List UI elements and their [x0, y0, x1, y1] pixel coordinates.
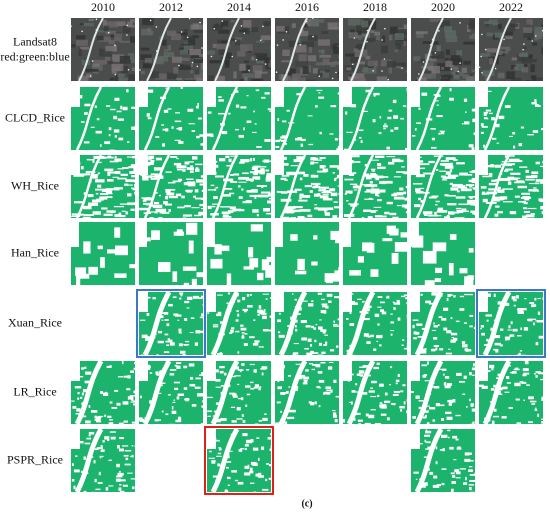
map-image: [71, 361, 135, 424]
map-image: [139, 222, 203, 285]
map-image: [275, 87, 339, 150]
year-label: 2014: [227, 0, 251, 14]
map-image: [411, 361, 475, 424]
map-image: [71, 429, 135, 492]
map-image: [411, 222, 475, 285]
map-image: [71, 222, 135, 285]
highlight-frame: [476, 289, 546, 358]
year-label: 2022: [499, 0, 523, 14]
highlight-frame: [136, 289, 206, 358]
map-image: [207, 429, 271, 492]
row-label: CLCD_Rice: [5, 110, 65, 124]
highlight-frame: [204, 426, 274, 495]
map-image: [343, 222, 407, 285]
row-sublabel: red:green:blue: [0, 49, 69, 63]
row-label: Xuan_Rice: [8, 315, 62, 329]
map-image: [71, 18, 135, 81]
map-image: [479, 18, 543, 81]
map-image: [207, 361, 271, 424]
map-image: [343, 18, 407, 81]
map-image: [207, 87, 271, 150]
map-image: [207, 292, 271, 355]
year-label: 2020: [431, 0, 455, 14]
map-image: [411, 87, 475, 150]
map-image: [411, 292, 475, 355]
row-label: Landsat8: [13, 34, 57, 48]
year-label: 2018: [363, 0, 387, 14]
row-label: LR_Rice: [13, 384, 56, 398]
map-image: [207, 222, 271, 285]
row-label: Han_Rice: [11, 245, 59, 259]
map-image: [275, 361, 339, 424]
caption: (c): [301, 498, 312, 509]
map-image: [139, 155, 203, 218]
year-label: 2012: [159, 0, 183, 14]
map-image: [139, 87, 203, 150]
map-image: [275, 18, 339, 81]
map-image: [343, 155, 407, 218]
map-image: [139, 361, 203, 424]
map-image: [207, 18, 271, 81]
map-image: [139, 18, 203, 81]
map-image: [411, 18, 475, 81]
map-image: [479, 292, 543, 355]
row-label: WH_Rice: [11, 178, 59, 192]
map-image: [479, 155, 543, 218]
map-image: [207, 155, 271, 218]
map-image: [71, 87, 135, 150]
map-image: [139, 292, 203, 355]
map-image: [275, 155, 339, 218]
map-image: [275, 222, 339, 285]
map-image: [479, 361, 543, 424]
year-label: 2010: [91, 0, 115, 14]
map-image: [275, 292, 339, 355]
year-label: 2016: [295, 0, 319, 14]
map-image: [411, 429, 475, 492]
map-image: [411, 155, 475, 218]
row-label: PSPR_Rice: [7, 452, 63, 466]
map-image: [71, 155, 135, 218]
map-image: [343, 87, 407, 150]
map-image: [343, 361, 407, 424]
map-image: [343, 292, 407, 355]
map-image: [479, 87, 543, 150]
